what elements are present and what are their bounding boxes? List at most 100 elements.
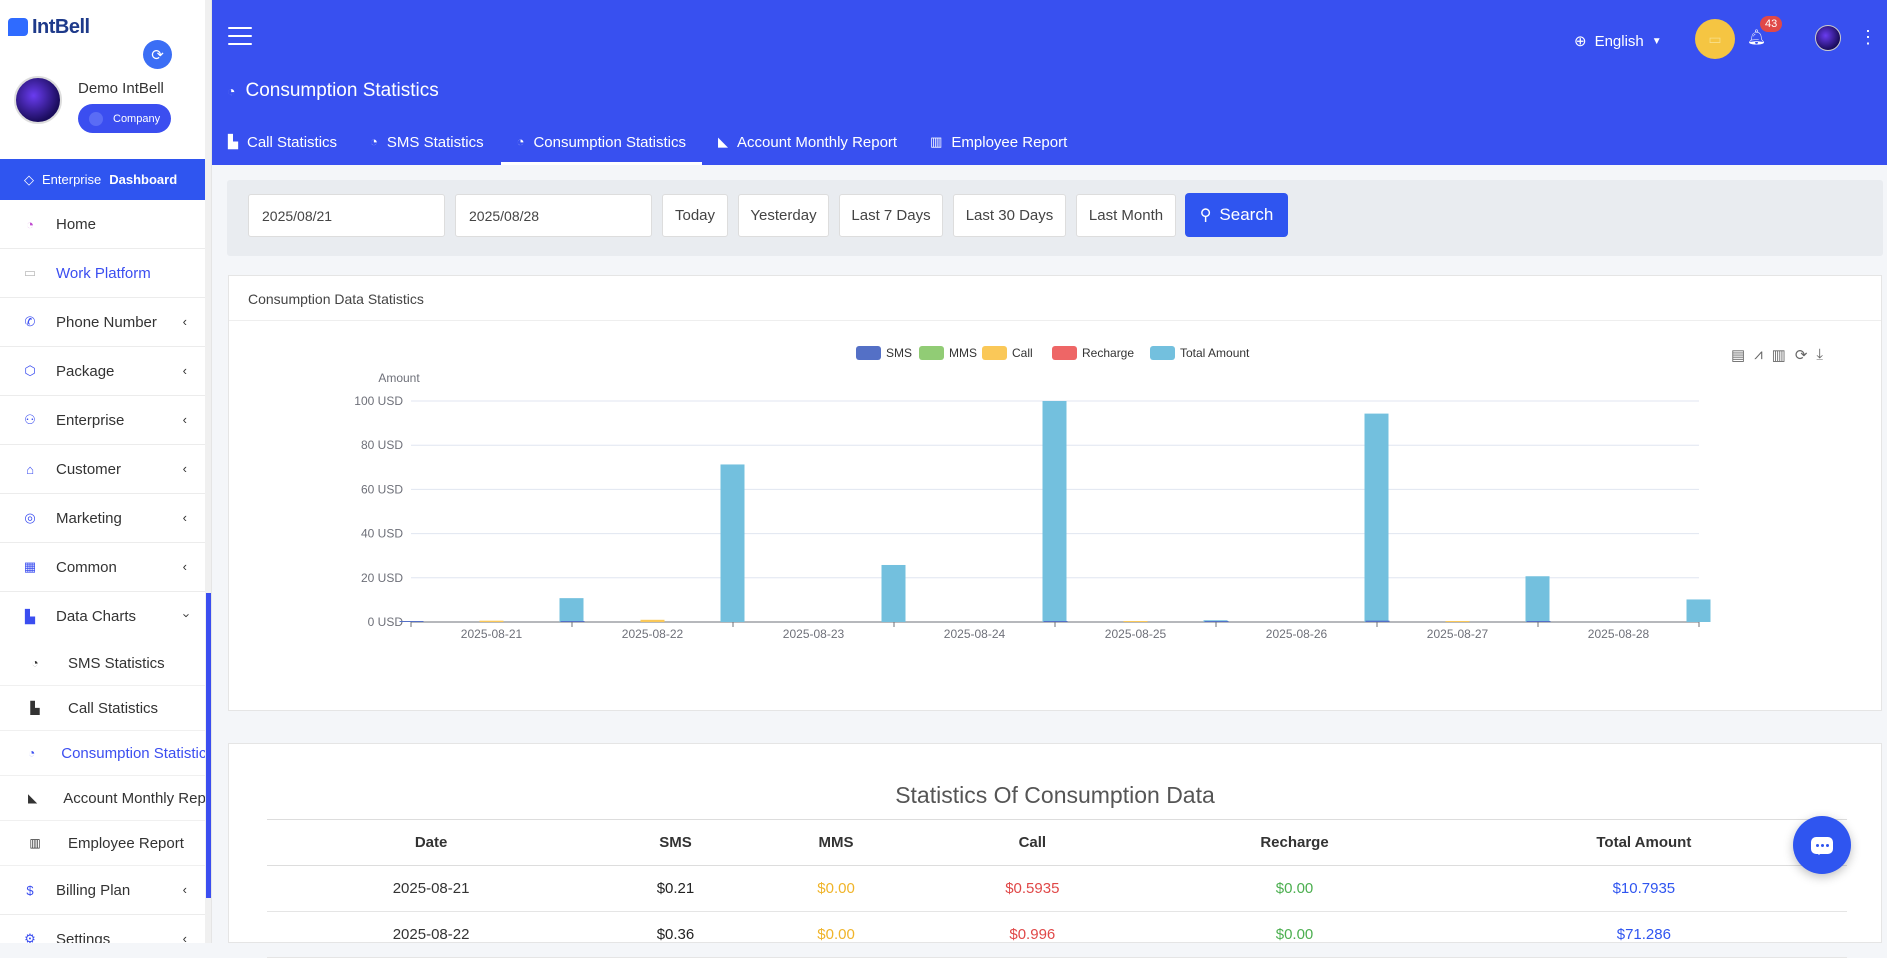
sidebar-item-settings[interactable]: ⚙ Settings ‹ xyxy=(0,915,205,944)
enterprise-prefix: Enterprise xyxy=(42,172,102,187)
language-selector[interactable]: ⊕ English ▼ xyxy=(1574,32,1662,51)
legend-swatch-call xyxy=(982,346,1007,360)
x-tick-label: 2025-08-28 xyxy=(1588,627,1650,641)
sidebar-item-work-platform[interactable]: ▭ Work Platform xyxy=(0,249,205,298)
last-month-button[interactable]: Last Month xyxy=(1076,194,1176,237)
brand-logo[interactable]: IntBell xyxy=(8,15,90,39)
bar-chart-icon: ▙ xyxy=(30,701,40,715)
x-tick-label: 2025-08-25 xyxy=(1105,627,1167,641)
sidebar-subitem-call-statistics[interactable]: ▙ Call Statistics xyxy=(0,686,205,731)
tab-employee-report[interactable]: ▥ Employee Report xyxy=(930,132,1067,165)
chart-toolbox: ▤ ⩘ ▥ ⟳ ⤓ xyxy=(1731,346,1823,364)
tab-call-statistics[interactable]: ▙ Call Statistics xyxy=(228,132,337,165)
sidebar-item-marketing[interactable]: ◎ Marketing ‹ xyxy=(0,494,205,543)
role-label: Company xyxy=(113,112,161,125)
phone-icon: ✆ xyxy=(24,314,36,329)
last-30-days-button[interactable]: Last 30 Days xyxy=(953,194,1066,237)
cell-call: $0.996 xyxy=(916,911,1149,958)
x-tick-label: 2025-08-26 xyxy=(1266,627,1328,641)
bar-call xyxy=(1445,621,1470,622)
sidebar-subitem-label: Call Statistics xyxy=(68,699,159,717)
today-button[interactable]: Today xyxy=(662,194,728,237)
y-axis-label: Amount xyxy=(378,371,420,385)
bar-chart-icon: ▙ xyxy=(228,134,238,149)
pie-chart-icon: ◔ xyxy=(227,83,236,99)
x-tick-label: 2025-08-27 xyxy=(1427,627,1489,641)
bar-chart-icon[interactable]: ▥ xyxy=(1771,347,1786,364)
cell-mms: $0.00 xyxy=(755,865,917,912)
table-card: Statistics Of Consumption Data Date SMS … xyxy=(228,743,1882,958)
sidebar-item-phone-number[interactable]: ✆ Phone Number ‹ xyxy=(0,298,205,347)
search-label: Search xyxy=(1219,205,1274,224)
sidebar-scrollbar[interactable] xyxy=(205,0,211,943)
yesterday-button[interactable]: Yesterday xyxy=(738,194,829,237)
col-header-date[interactable]: Date xyxy=(267,819,596,866)
col-header-call[interactable]: Call xyxy=(916,819,1149,866)
col-header-total-amount[interactable]: Total Amount xyxy=(1440,819,1847,866)
workspace-button[interactable]: ▭ xyxy=(1695,19,1735,59)
search-button[interactable]: ⚲ Search xyxy=(1185,193,1288,237)
sidebar-item-label: Common xyxy=(56,558,117,576)
bar-sms xyxy=(399,621,424,622)
sidebar-subitem-sms-statistics[interactable]: ◔ SMS Statistics xyxy=(0,641,205,686)
avatar[interactable] xyxy=(14,76,62,124)
sidebar-item-customer[interactable]: ⌂ Customer ‹ xyxy=(0,445,205,494)
legend-label: Call xyxy=(1012,346,1033,360)
bar-call xyxy=(640,619,665,622)
x-tick-label: 2025-08-24 xyxy=(944,627,1006,641)
chevron-left-icon: ‹ xyxy=(182,461,187,476)
chevron-left-icon: ‹ xyxy=(182,882,187,897)
sidebar-scrollbar-thumb[interactable] xyxy=(206,593,211,898)
bar-call xyxy=(479,620,504,622)
company-role-badge[interactable]: Company xyxy=(78,104,171,133)
last-7-days-button[interactable]: Last 7 Days xyxy=(839,194,943,237)
bar-total xyxy=(559,598,584,622)
tab-sms-statistics[interactable]: ◔ SMS Statistics xyxy=(370,132,484,165)
store-icon: ⌂ xyxy=(26,461,34,477)
sitemap-icon: ⚇ xyxy=(24,412,36,427)
sidebar-item-billing-plan[interactable]: $ Billing Plan ‹ xyxy=(0,866,205,915)
sidebar-subitem-employee-report[interactable]: ▥ Employee Report xyxy=(0,821,205,866)
cell-call: $0.5935 xyxy=(916,865,1149,912)
sidebar-item-data-charts[interactable]: ▙ Data Charts ‹ xyxy=(0,592,205,641)
sidebar-item-enterprise[interactable]: ⚇ Enterprise ‹ xyxy=(0,396,205,445)
sidebar-subitem-consumption-statistics[interactable]: ◔ Consumption Statistics xyxy=(0,731,205,776)
menu-toggle-icon[interactable] xyxy=(228,27,252,45)
bar-total xyxy=(1686,599,1711,622)
toggle-dot-icon xyxy=(89,111,103,126)
bell-icon[interactable]: 🔔︎ xyxy=(1747,29,1767,46)
refresh-icon[interactable]: ⟳ xyxy=(1794,347,1808,364)
sidebar-nav: ◔ Home ▭ Work Platform ✆ Phone Number ‹ ⬡ Pac… xyxy=(0,200,205,943)
col-header-mms[interactable]: MMS xyxy=(755,819,917,866)
start-date-input[interactable]: 2025/08/21 xyxy=(248,194,445,237)
tab-label: Call Statistics xyxy=(247,134,338,151)
line-chart-icon[interactable]: ⩘ xyxy=(1754,346,1763,363)
avatar[interactable] xyxy=(1815,25,1841,51)
more-vertical-icon[interactable]: ⋮ xyxy=(1859,27,1877,47)
sidebar-item-home[interactable]: ◔ Home xyxy=(0,200,205,249)
caret-down-icon: ▼ xyxy=(1651,35,1662,47)
sidebar-item-package[interactable]: ⬡ Package ‹ xyxy=(0,347,205,396)
laptop-icon: ▭ xyxy=(1708,30,1722,47)
user-name: Demo IntBell xyxy=(78,80,164,97)
chat-bubble-icon xyxy=(1811,836,1833,855)
dollar-icon: $ xyxy=(26,882,34,898)
switch-account-button[interactable]: ⟳ xyxy=(143,40,172,69)
y-tick-label: 0 USD xyxy=(368,615,404,629)
bar-total xyxy=(881,564,906,622)
cell-date: 2025-08-21 xyxy=(267,865,596,912)
tab-account-monthly-report[interactable]: ◣ Account Monthly Report xyxy=(718,132,897,165)
enterprise-dashboard-link[interactable]: ◇ Enterprise Dashboard xyxy=(0,159,211,200)
pie-chart-icon: ◔ xyxy=(370,134,378,149)
table-row: 2025-08-22 $0.36 $0.00 $0.996 $0.00 $71.… xyxy=(267,911,1847,958)
sidebar-item-common[interactable]: ▦ Common ‹ xyxy=(0,543,205,592)
col-header-recharge[interactable]: Recharge xyxy=(1148,819,1441,866)
download-icon[interactable]: ⤓ xyxy=(1816,346,1824,363)
tab-consumption-statistics[interactable]: ◔ Consumption Statistics xyxy=(500,132,703,165)
chat-button[interactable] xyxy=(1793,816,1851,874)
table-row: 2025-08-21 $0.21 $0.00 $0.5935 $0.00 $10… xyxy=(267,865,1847,912)
sidebar-subitem-account-monthly-report[interactable]: ◣ Account Monthly Report xyxy=(0,776,205,821)
col-header-sms[interactable]: SMS xyxy=(595,819,756,866)
end-date-input[interactable]: 2025/08/28 xyxy=(455,194,652,237)
data-view-icon[interactable]: ▤ xyxy=(1731,347,1746,364)
